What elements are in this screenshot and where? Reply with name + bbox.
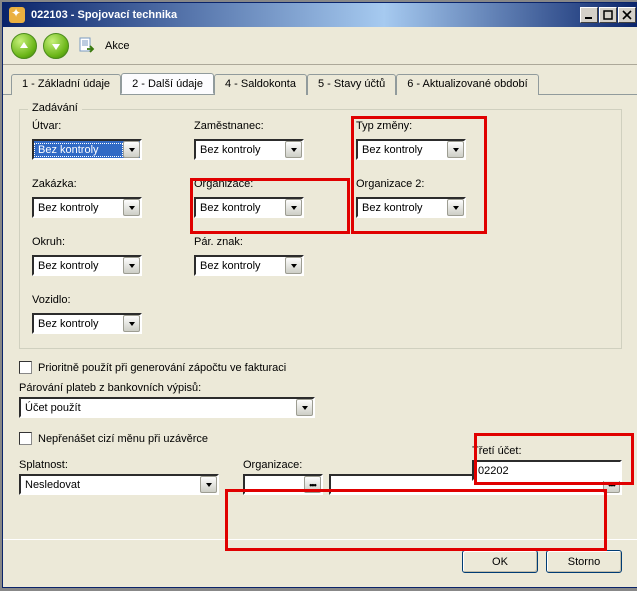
splatnost-dropdown[interactable]: Nesledovat bbox=[19, 474, 219, 495]
zamestnanec-label: Zaměstnanec: bbox=[194, 120, 344, 132]
titlebar: 022103 - Spojovací technika bbox=[3, 3, 637, 27]
nav-down-button[interactable] bbox=[43, 33, 69, 59]
chevron-down-icon bbox=[296, 399, 313, 416]
nav-up-button[interactable] bbox=[11, 33, 37, 59]
okruh-label: Okruh: bbox=[32, 236, 182, 248]
utvar-dropdown[interactable]: Bez kontroly bbox=[32, 139, 142, 160]
par-znak-dropdown[interactable]: Bez kontroly bbox=[194, 255, 304, 276]
priorit-checkbox[interactable] bbox=[19, 361, 32, 374]
chevron-down-icon bbox=[285, 257, 302, 274]
chevron-down-icon bbox=[123, 315, 140, 332]
minimize-button[interactable] bbox=[580, 7, 598, 23]
treti-ucet-label: Třetí účet: bbox=[472, 445, 622, 457]
parovani-label: Párování plateb z bankovních výpisů: bbox=[19, 382, 622, 394]
neprenaset-checkbox[interactable] bbox=[19, 432, 32, 445]
organizace-dropdown[interactable]: Bez kontroly bbox=[194, 197, 304, 218]
vozidlo-label: Vozidlo: bbox=[32, 294, 182, 306]
par-znak-label: Pár. znak: bbox=[194, 236, 344, 248]
chevron-down-icon bbox=[447, 199, 464, 216]
vozidlo-dropdown[interactable]: Bez kontroly bbox=[32, 313, 142, 334]
app-icon bbox=[9, 7, 25, 23]
zamestnanec-dropdown[interactable]: Bez kontroly bbox=[194, 139, 304, 160]
chevron-down-icon bbox=[285, 199, 302, 216]
treti-ucet-input[interactable]: 02202 bbox=[472, 460, 622, 481]
organizace2-dropdown[interactable]: Bez kontroly bbox=[356, 197, 466, 218]
ok-button[interactable]: OK bbox=[462, 550, 538, 573]
zakazka-label: Zakázka: bbox=[32, 178, 182, 190]
neprenaset-label: Nepřenášet cizí měnu při uzávěrce bbox=[38, 433, 208, 445]
tab-dalsi-udaje[interactable]: 2 - Další údaje bbox=[121, 73, 214, 94]
zakazka-dropdown[interactable]: Bez kontroly bbox=[32, 197, 142, 218]
parovani-dropdown[interactable]: Účet použít bbox=[19, 397, 315, 418]
typ-zmeny-label: Typ změny: bbox=[356, 120, 506, 132]
tab-zakladni-udaje[interactable]: 1 - Základní údaje bbox=[11, 74, 121, 95]
ellipsis-icon[interactable]: ••• bbox=[304, 476, 321, 493]
tab-strip: 1 - Základní údaje 2 - Další údaje 4 - S… bbox=[3, 65, 637, 95]
splatnost-label: Splatnost: bbox=[19, 459, 219, 471]
maximize-button[interactable] bbox=[599, 7, 617, 23]
organizace-label: Organizace: bbox=[194, 178, 344, 190]
chevron-down-icon bbox=[123, 141, 140, 158]
tab-content: Zadávání Útvar: Zaměstnanec: Typ změny: … bbox=[3, 95, 637, 539]
utvar-label: Útvar: bbox=[32, 120, 182, 132]
toolbar: Akce bbox=[3, 27, 637, 65]
org-code-lookup[interactable]: ••• bbox=[243, 474, 323, 495]
okruh-dropdown[interactable]: Bez kontroly bbox=[32, 255, 142, 276]
priorit-checkbox-row[interactable]: Prioritně použít při generování zápočtu … bbox=[19, 361, 622, 374]
chevron-down-icon bbox=[123, 199, 140, 216]
storno-button[interactable]: Storno bbox=[546, 550, 622, 573]
fieldset-legend: Zadávání bbox=[28, 102, 82, 114]
document-icon[interactable] bbox=[75, 35, 97, 57]
typ-zmeny-dropdown[interactable]: Bez kontroly bbox=[356, 139, 466, 160]
window-title: 022103 - Spojovací technika bbox=[29, 9, 580, 21]
chevron-down-icon bbox=[123, 257, 140, 274]
chevron-down-icon bbox=[200, 476, 217, 493]
tab-aktualizovane-obdobi[interactable]: 6 - Aktualizované období bbox=[396, 74, 538, 95]
chevron-down-icon bbox=[285, 141, 302, 158]
chevron-down-icon bbox=[447, 141, 464, 158]
tab-saldokonta[interactable]: 4 - Saldokonta bbox=[214, 74, 307, 95]
zadavani-fieldset: Zadávání Útvar: Zaměstnanec: Typ změny: … bbox=[19, 109, 622, 349]
tab-stavy-uctu[interactable]: 5 - Stavy účtů bbox=[307, 74, 396, 95]
close-button[interactable] bbox=[618, 7, 636, 23]
toolbar-akce-label[interactable]: Akce bbox=[105, 40, 129, 52]
app-window: 022103 - Spojovací technika Akce 1 - Zák… bbox=[2, 2, 637, 588]
organizace2-label: Organizace 2: bbox=[356, 178, 506, 190]
dialog-buttons: OK Storno bbox=[3, 540, 637, 587]
priorit-label: Prioritně použít při generování zápočtu … bbox=[38, 362, 286, 374]
